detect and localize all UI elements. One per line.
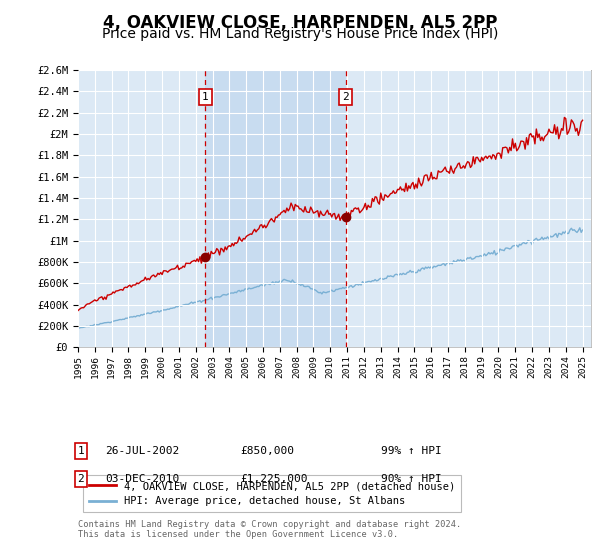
- Text: 99% ↑ HPI: 99% ↑ HPI: [381, 446, 442, 456]
- Text: 2: 2: [77, 474, 85, 484]
- Text: 03-DEC-2010: 03-DEC-2010: [105, 474, 179, 484]
- Text: 90% ↑ HPI: 90% ↑ HPI: [381, 474, 442, 484]
- Text: Contains HM Land Registry data © Crown copyright and database right 2024.
This d: Contains HM Land Registry data © Crown c…: [78, 520, 461, 539]
- Text: 1: 1: [202, 92, 209, 102]
- Bar: [205, 70, 346, 347]
- Text: 1: 1: [77, 446, 85, 456]
- Text: 4, OAKVIEW CLOSE, HARPENDEN, AL5 2PP: 4, OAKVIEW CLOSE, HARPENDEN, AL5 2PP: [103, 14, 497, 32]
- Text: £1,225,000: £1,225,000: [240, 474, 308, 484]
- Text: Price paid vs. HM Land Registry's House Price Index (HPI): Price paid vs. HM Land Registry's House …: [102, 27, 498, 41]
- Text: 2: 2: [343, 92, 349, 102]
- Text: 26-JUL-2002: 26-JUL-2002: [105, 446, 179, 456]
- Text: £850,000: £850,000: [240, 446, 294, 456]
- Legend: 4, OAKVIEW CLOSE, HARPENDEN, AL5 2PP (detached house), HPI: Average price, detac: 4, OAKVIEW CLOSE, HARPENDEN, AL5 2PP (de…: [83, 475, 461, 512]
